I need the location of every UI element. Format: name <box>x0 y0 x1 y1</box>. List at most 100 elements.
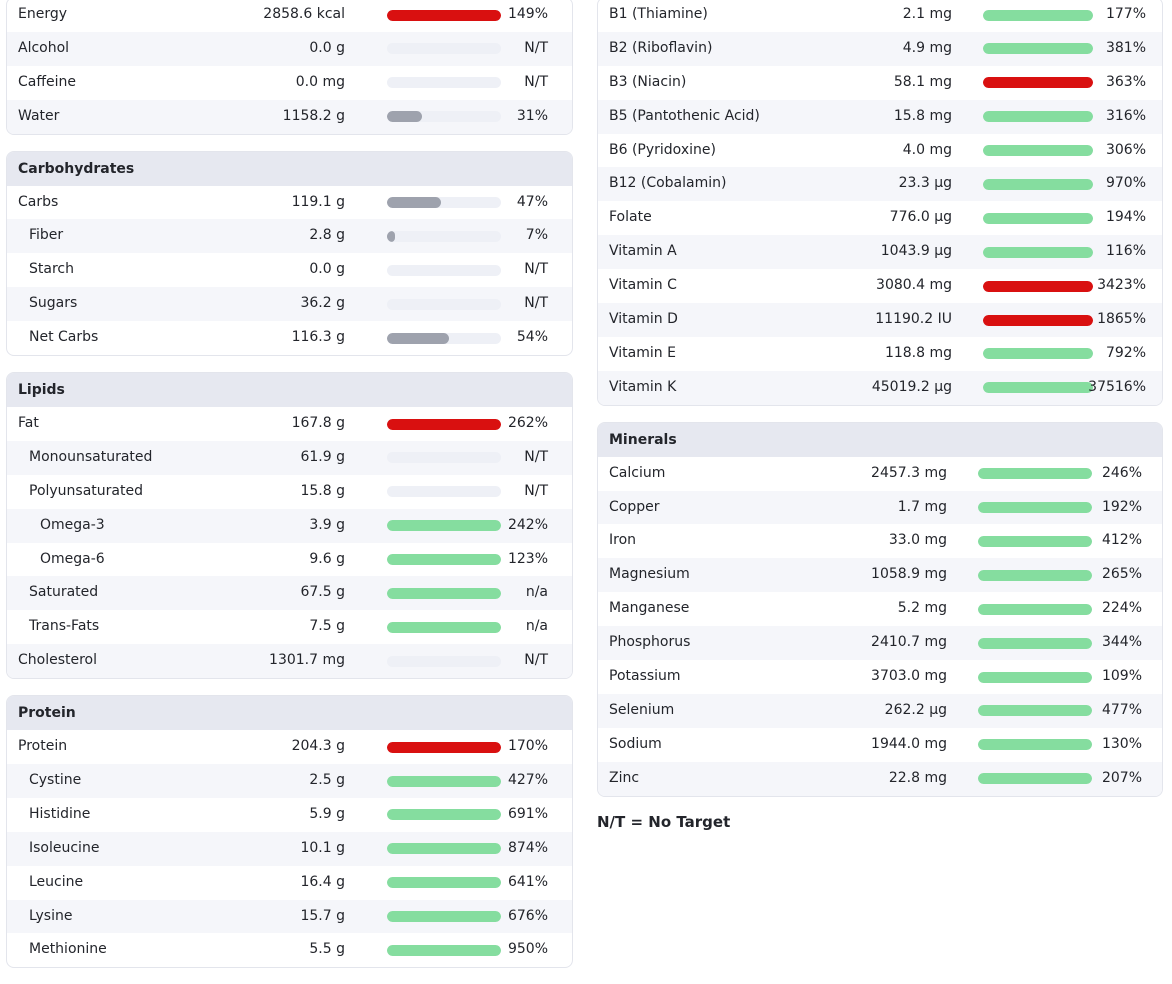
nutrient-amount: 1.7 mg <box>897 498 947 515</box>
progress-fill <box>983 382 1093 394</box>
nutrient-amount: 4.0 mg <box>902 141 952 158</box>
nutrient-row: Vitamin K 45019.2 µg 37516% <box>598 370 1162 405</box>
progress-fill <box>983 111 1093 123</box>
nutrient-amount: 15.7 g <box>300 907 345 924</box>
nutrient-row: B2 (Riboflavin) 4.9 mg 381% <box>598 31 1162 66</box>
progress-fill <box>983 77 1093 89</box>
progress-bar <box>387 877 501 889</box>
progress-fill <box>983 246 1093 258</box>
progress-bar <box>387 332 501 344</box>
nutrient-percent: 37516% <box>1088 378 1146 395</box>
nutrient-percent: 381% <box>1105 39 1146 56</box>
progress-fill <box>387 944 501 956</box>
nutrient-percent: 109% <box>1101 668 1142 685</box>
progress-bar <box>387 775 501 787</box>
nutrient-row: Vitamin E 118.8 mg 792% <box>598 337 1162 371</box>
progress-bar <box>978 739 1092 751</box>
progress-fill <box>387 332 449 344</box>
nutrient-amount: 7.5 g <box>309 618 345 635</box>
progress-bar <box>387 264 501 276</box>
nutrient-row: Net Carbs 116.3 g 54% <box>7 321 572 355</box>
nutrient-percent: N/T <box>524 652 548 669</box>
progress-fill <box>387 621 501 633</box>
nutrient-amount: 3703.0 mg <box>871 668 947 685</box>
progress-fill <box>983 280 1093 292</box>
nutrient-amount: 2858.6 kcal <box>263 6 345 22</box>
nutrient-percent: 130% <box>1101 735 1142 752</box>
nutrient-row: Cholesterol 1301.7 mg N/T <box>7 644 572 679</box>
progress-fill <box>387 775 501 787</box>
nutrient-name: B12 (Cobalamin) <box>609 175 727 192</box>
nutrient-percent: 344% <box>1101 634 1142 651</box>
nutrient-name: Methionine <box>29 941 107 958</box>
nutrient-row: Fiber 2.8 g 7% <box>7 219 572 254</box>
progress-bar <box>387 809 501 821</box>
nutrient-amount: 5.2 mg <box>897 600 947 617</box>
progress-bar <box>983 314 1093 326</box>
progress-fill <box>978 637 1092 649</box>
nutrient-amount: 118.8 mg <box>884 344 952 361</box>
progress-fill <box>983 9 1093 21</box>
progress-bar <box>387 911 501 923</box>
nutrient-row: Isoleucine 10.1 g 874% <box>7 831 572 866</box>
nutrient-name: Zinc <box>609 769 640 786</box>
nutrient-percent: 950% <box>507 941 548 958</box>
nutrient-name: Trans-Fats <box>29 618 100 635</box>
progress-fill <box>387 9 501 21</box>
progress-bar <box>387 554 501 566</box>
nutrient-amount: 67.5 g <box>300 584 345 601</box>
nutrient-percent: 116% <box>1105 243 1146 260</box>
nutrient-name: Vitamin C <box>609 277 677 294</box>
nutrient-percent: 149% <box>507 6 548 22</box>
nutrient-row: Copper 1.7 mg 192% <box>598 490 1162 525</box>
nutrient-amount: 4.9 mg <box>902 39 952 56</box>
nutrient-amount: 262.2 µg <box>884 701 947 718</box>
nutrient-amount: 23.3 µg <box>898 175 952 192</box>
progress-fill <box>983 348 1093 360</box>
nutrient-row: Water 1158.2 g 31% <box>7 99 572 134</box>
progress-fill <box>387 520 501 532</box>
nutrient-row: B12 (Cobalamin) 23.3 µg 970% <box>598 167 1162 202</box>
nutrient-percent: N/T <box>524 295 548 312</box>
nutrient-percent: 363% <box>1105 73 1146 90</box>
nutrient-name: B3 (Niacin) <box>609 73 687 90</box>
nutrient-amount: 0.0 g <box>309 39 345 56</box>
nutrient-percent: 207% <box>1101 769 1142 786</box>
progress-bar <box>387 520 501 532</box>
nutrient-row: Caffeine 0.0 mg N/T <box>7 66 572 100</box>
nutrient-percent: 477% <box>1101 701 1142 718</box>
nutrient-amount: 776.0 µg <box>889 209 952 226</box>
nutrient-amount: 2457.3 mg <box>871 464 947 481</box>
nutrient-name: Vitamin D <box>609 311 678 328</box>
nutrient-percent: 242% <box>507 516 548 533</box>
nutrient-row: Vitamin C 3080.4 mg 3423% <box>598 269 1162 303</box>
nutrient-row: Methionine 5.5 g 950% <box>7 933 572 967</box>
nutrient-percent: 246% <box>1101 464 1142 481</box>
nutrient-name: Fiber <box>29 227 64 244</box>
nutrient-amount: 167.8 g <box>291 415 345 432</box>
progress-bar <box>983 280 1093 292</box>
progress-fill <box>387 843 501 855</box>
progress-bar <box>978 502 1092 514</box>
progress-fill <box>387 741 501 753</box>
nutrient-row: B3 (Niacin) 58.1 mg 363% <box>598 66 1162 100</box>
no-target-note: N/T = No Target <box>597 812 731 831</box>
progress-fill <box>387 554 501 566</box>
progress-bar <box>983 111 1093 123</box>
progress-fill <box>387 587 501 599</box>
nutrient-percent: 54% <box>516 329 548 346</box>
nutrient-row: Monounsaturated 61.9 g N/T <box>7 440 572 475</box>
progress-fill <box>983 145 1093 157</box>
nutrient-name: Water <box>18 107 60 124</box>
nutrient-amount: 5.5 g <box>309 941 345 958</box>
nutrient-name: Caffeine <box>18 73 76 90</box>
nutrient-amount: 33.0 mg <box>888 532 947 549</box>
nutrient-amount: 45019.2 µg <box>871 378 952 395</box>
progress-fill <box>978 468 1092 480</box>
nutrient-name: Omega-6 <box>40 550 105 567</box>
progress-bar <box>983 145 1093 157</box>
nutrient-amount: 1944.0 mg <box>871 735 947 752</box>
nutrient-percent: 123% <box>507 550 548 567</box>
progress-bar <box>387 486 501 498</box>
progress-bar <box>387 655 501 667</box>
